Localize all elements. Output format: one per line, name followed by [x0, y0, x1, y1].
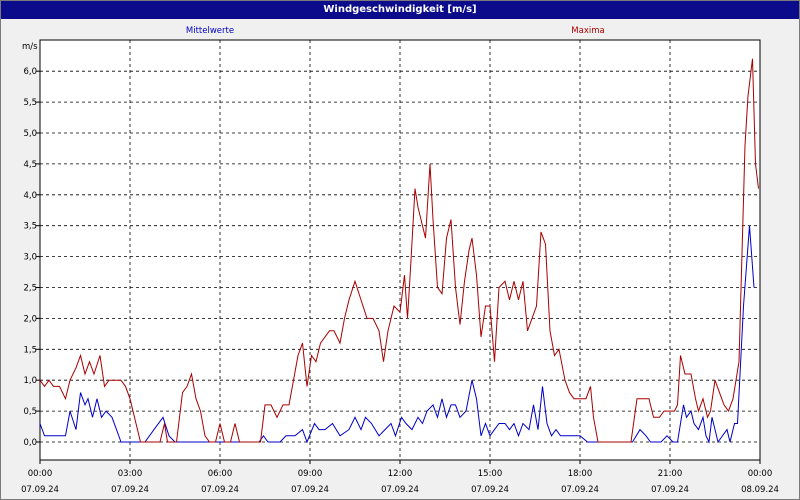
y-tick-label: 2,5 [23, 284, 37, 294]
x-tick-date-label: 08.09.24 [741, 485, 779, 495]
x-tick-time-label: 03:00 [118, 469, 143, 479]
legend-mittelwerte: Mittelwerte [186, 26, 234, 36]
y-tick-label: 2,0 [23, 314, 37, 324]
x-tick-date-label: 07.09.24 [21, 485, 59, 495]
y-tick-label: 1,0 [23, 376, 37, 386]
x-tick-time-label: 12:00 [388, 469, 413, 479]
x-tick-date-label: 07.09.24 [201, 485, 239, 495]
series-line-mittelwerte [39, 225, 755, 444]
x-axis: 00:00 07.09.24 03:00 07.09.24 06:00 07.09.24 0… [21, 460, 779, 495]
y-tick-label: 6,0 [23, 67, 37, 77]
x-tick-date-label: 07.09.24 [471, 485, 509, 495]
x-tick-time-label: 00:00 [748, 469, 773, 479]
y-axis: 0,0 0,5 1,0 1,5 2,0 2,5 3,0 3,5 4,0 4,5 5,0 5,5 6,0 [23, 67, 40, 448]
chart-title: Windgeschwindigkeit [m/s] [1, 1, 799, 19]
y-tick-label: 3,5 [23, 222, 37, 232]
x-tick-date-label: 07.09.24 [291, 485, 329, 495]
y-tick-label: 5,5 [23, 98, 37, 108]
y-tick-label: 5,0 [23, 129, 37, 139]
y-tick-label: 0,5 [23, 407, 37, 417]
y-axis-unit-label: m/s [22, 42, 38, 52]
x-tick-time-label: 21:00 [658, 469, 683, 479]
x-tick-time-label: 15:00 [478, 469, 503, 479]
grid [40, 40, 760, 460]
y-tick-label: 4,5 [23, 160, 37, 170]
x-tick-date-label: 07.09.24 [651, 485, 689, 495]
x-tick-time-label: 18:00 [568, 469, 593, 479]
y-tick-label: 1,5 [23, 345, 37, 355]
legend-maxima: Maxima [571, 26, 604, 36]
y-tick-label: 3,0 [23, 253, 37, 263]
y-tick-label: 4,0 [23, 191, 37, 201]
series-group [39, 58, 759, 444]
x-tick-date-label: 07.09.24 [561, 485, 599, 495]
y-tick-label: 0,0 [23, 438, 37, 448]
series-line-maxima [39, 58, 759, 443]
x-tick-time-label: 09:00 [298, 469, 323, 479]
x-tick-time-label: 06:00 [208, 469, 233, 479]
x-tick-time-label: 00:00 [28, 469, 53, 479]
x-tick-date-label: 07.09.24 [381, 485, 419, 495]
x-tick-date-label: 07.09.24 [111, 485, 149, 495]
